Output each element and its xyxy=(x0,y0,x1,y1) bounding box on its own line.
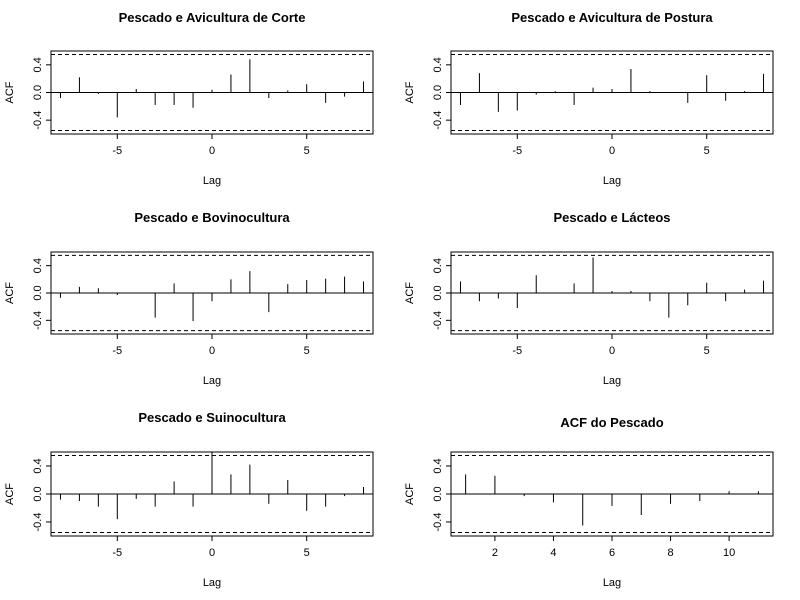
y-tick-label: 0.0 xyxy=(32,285,44,300)
y-tick-label: -0.4 xyxy=(32,111,44,130)
x-tick-label: -5 xyxy=(512,345,522,357)
y-axis-label: ACF xyxy=(404,282,416,304)
y-tick-label: -0.4 xyxy=(32,311,44,330)
y-axis-label: ACF xyxy=(4,282,16,304)
y-axis-label: ACF xyxy=(404,483,416,505)
x-tick-label: -5 xyxy=(512,145,522,157)
x-tick-label: 10 xyxy=(723,547,735,559)
acf-panel: Pescado e Avicultura de Corte -5 0 5 -0.4 0.0… xyxy=(4,10,374,187)
x-tick-label: 0 xyxy=(609,145,615,157)
panel-title: Pescado e Lácteos xyxy=(553,210,670,225)
y-axis-label: ACF xyxy=(4,483,16,505)
x-tick-label: -5 xyxy=(112,547,122,559)
acf-panel: Pescado e Suinocultura -5 0 5 -0.4 0.0 0.4 Lag A… xyxy=(4,410,374,589)
x-tick-label: 0 xyxy=(209,145,215,157)
panel-title: Pescado e Suinocultura xyxy=(138,410,286,425)
acf-panel: ACF do Pescado 2 4 6 8 10 -0.4 0.0 0.4 Lag ACF xyxy=(404,415,774,589)
y-tick-label: 0.4 xyxy=(432,57,444,72)
x-tick-label: -5 xyxy=(112,145,122,157)
x-axis-label: Lag xyxy=(203,175,221,187)
acf-panel: Pescado e Lácteos -5 0 5 -0.4 0.0 0.4 Lag ACF xyxy=(404,210,774,387)
y-tick-label: -0.4 xyxy=(32,513,44,532)
x-tick-label: 0 xyxy=(609,345,615,357)
x-tick-label: 0 xyxy=(209,345,215,357)
x-tick-label: 5 xyxy=(304,145,310,157)
x-axis-label: Lag xyxy=(603,375,621,387)
x-tick-label: 4 xyxy=(550,547,556,559)
y-tick-label: -0.4 xyxy=(432,311,444,330)
y-axis-label: ACF xyxy=(404,81,416,103)
acf-panel: Pescado e Bovinocultura -5 0 5 -0.4 0.0 0.4 Lag… xyxy=(4,210,374,387)
x-axis-label: Lag xyxy=(603,175,621,187)
x-tick-label: 6 xyxy=(609,547,615,559)
y-tick-label: 0.4 xyxy=(32,458,44,473)
panel-title: Pescado e Avicultura de Corte xyxy=(119,10,306,25)
y-tick-label: 0.0 xyxy=(432,85,444,100)
acf-panel: Pescado e Avicultura de Postura -5 0 5 -0.4 0… xyxy=(404,10,774,187)
panel-title: Pescado e Bovinocultura xyxy=(134,210,290,225)
y-tick-label: -0.4 xyxy=(432,513,444,532)
y-tick-label: 0.0 xyxy=(32,85,44,100)
x-tick-label: 5 xyxy=(304,345,310,357)
y-tick-label: 0.4 xyxy=(432,258,444,273)
x-tick-label: 8 xyxy=(667,547,673,559)
x-tick-label: 0 xyxy=(209,547,215,559)
panel-title: Pescado e Avicultura de Postura xyxy=(511,10,713,25)
y-tick-label: -0.4 xyxy=(432,111,444,130)
x-tick-label: 5 xyxy=(304,547,310,559)
x-tick-label: 5 xyxy=(704,345,710,357)
y-tick-label: 0.4 xyxy=(432,458,444,473)
x-axis-label: Lag xyxy=(603,577,621,589)
x-tick-label: 2 xyxy=(492,547,498,559)
y-tick-label: 0.4 xyxy=(32,57,44,72)
x-tick-label: 5 xyxy=(704,145,710,157)
x-axis-label: Lag xyxy=(203,577,221,589)
panel-title: ACF do Pescado xyxy=(560,415,663,430)
y-tick-label: 0.0 xyxy=(432,285,444,300)
x-axis-label: Lag xyxy=(203,375,221,387)
y-tick-label: 0.0 xyxy=(432,486,444,501)
y-tick-label: 0.4 xyxy=(32,258,44,273)
y-tick-label: 0.0 xyxy=(32,486,44,501)
y-axis-label: ACF xyxy=(4,81,16,103)
x-tick-label: -5 xyxy=(112,345,122,357)
